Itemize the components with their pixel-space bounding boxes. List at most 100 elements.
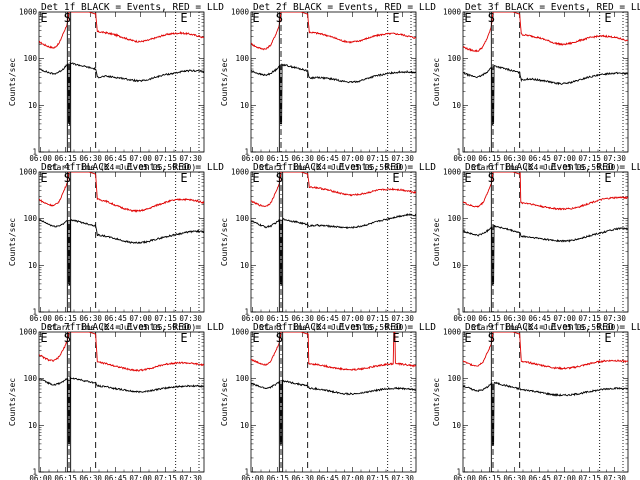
panel-title: Det 1f BLACK = Events, RED = LLD [41,2,224,13]
panel-title: Det 7f BLACK = Events, RED = LLD [41,322,224,333]
plot-frame [38,11,205,153]
event-marker-label: E [180,11,187,25]
event-marker-label: E [464,11,471,25]
event-marker-label: E [604,331,611,345]
x-tick-label: 06:30 [291,314,314,323]
x-tick-label: 06:45 [104,314,127,323]
events-series-line [251,63,416,125]
x-tick-label: 06:15 [266,154,289,163]
x-tick-label: 06:30 [291,154,314,163]
y-tick-label: 10 [452,261,462,270]
x-tick-label: 06:45 [528,154,551,163]
x-tick-label: 07:15 [366,314,389,323]
x-tick-label: 07:30 [603,154,626,163]
x-tick-label: 07:30 [179,154,202,163]
x-tick-label: 06:15 [54,474,77,480]
y-axis-label: Counts/sec [220,378,229,426]
y-tick-label: 1000 [443,8,462,17]
x-tick-label: 07:30 [603,474,626,480]
y-tick-label: 1000 [231,168,250,177]
x-tick-label: 07:15 [578,474,601,480]
y-axis-label: Counts/sec [432,58,441,106]
x-tick-label: 07:00 [341,154,364,163]
chart-panel: Det 3f BLACK = Events, RED = LLD 1 10 100 10… [432,2,640,172]
plot-frame [462,331,629,473]
y-tick-label: 1 [244,308,249,317]
x-tick-label: 07:00 [553,314,576,323]
y-tick-label: 10 [452,101,462,110]
x-tick-label: 06:45 [104,154,127,163]
lld-series-line [39,12,204,49]
events-series-line [463,64,628,126]
chart-panel: Det 4f BLACK = Events, RED = LLD 1 10 100 10… [8,162,224,332]
x-tick-label: 06:45 [528,474,551,480]
chart-panel: Det 9f BLACK = Events, RED = LLD 1 10 100 10… [432,322,640,480]
x-tick-label: 06:00 [29,314,52,323]
x-tick-label: 06:00 [241,474,264,480]
x-tick-label: 06:30 [503,154,526,163]
x-tick-label: 06:30 [291,474,314,480]
chart-panel: Det 5f BLACK = Events, RED = LLD 1 10 100 10… [220,162,436,332]
chart-panel: Det 7f BLACK = Events, RED = LLD 1 10 100 10… [8,322,224,480]
lld-series-line [463,172,628,211]
event-marker-label: S [276,331,283,345]
y-tick-label: 1000 [231,8,250,17]
x-tick-label: 06:00 [29,154,52,163]
x-tick-label: 07:00 [341,474,364,480]
x-tick-label: 07:15 [154,314,177,323]
y-axis-label: Counts/sec [432,378,441,426]
plot-frame [462,11,629,153]
y-tick-label: 100 [23,374,37,383]
x-tick-label: 07:30 [179,474,202,480]
panel-title: Det 5f BLACK = Events, RED = LLD [253,162,436,173]
events-series-line [251,213,416,286]
event-marker-label: E [40,171,47,185]
x-tick-label: 07:30 [391,154,414,163]
x-tick-label: 06:15 [54,314,77,323]
lld-series-line [39,332,204,372]
x-tick-label: 07:30 [179,314,202,323]
x-tick-label: 06:15 [478,474,501,480]
y-axis-label: Counts/sec [8,378,17,426]
lld-series-line [39,172,204,213]
event-marker-label: E [252,331,259,345]
x-tick-label: 06:15 [54,154,77,163]
lld-series-line [251,172,416,208]
x-tick-label: 06:45 [316,154,339,163]
x-axis-label: Start Time (24-Jul-05 05:59:00) [47,163,196,172]
x-tick-label: 07:00 [129,154,152,163]
x-tick-label: 07:30 [391,474,414,480]
event-marker-label: S [488,11,495,25]
y-tick-label: 1000 [19,328,38,337]
event-marker-label: E [40,331,47,345]
y-axis-label: Counts/sec [8,58,17,106]
x-tick-label: 06:45 [316,314,339,323]
x-tick-label: 06:00 [453,474,476,480]
x-tick-label: 06:00 [241,154,264,163]
event-marker-label: S [488,331,495,345]
event-marker-label: E [392,171,399,185]
x-tick-label: 07:15 [154,474,177,480]
y-tick-label: 100 [23,214,37,223]
y-axis-label: Counts/sec [8,218,17,266]
y-tick-label: 1000 [19,168,38,177]
x-tick-label: 06:15 [266,314,289,323]
events-series-line [463,224,628,286]
x-tick-label: 06:00 [453,314,476,323]
event-marker-label: E [40,11,47,25]
x-tick-label: 07:15 [578,154,601,163]
x-tick-label: 07:00 [129,474,152,480]
x-axis-label: Start Time (24-Jul-05 05:59:00) [471,323,620,332]
lld-series-line [251,332,416,371]
x-axis-label: Start Time (24-Jul-05 05:59:00) [259,323,408,332]
y-tick-label: 1000 [231,328,250,337]
x-tick-label: 07:00 [553,154,576,163]
x-tick-label: 06:30 [503,474,526,480]
x-tick-label: 06:45 [104,474,127,480]
event-marker-label: S [64,331,71,345]
chart-panel: Det 1f BLACK = Events, RED = LLD 1 10 100 10… [8,2,224,172]
y-tick-label: 1 [32,148,37,157]
x-tick-label: 07:00 [129,314,152,323]
event-marker-label: E [252,11,259,25]
